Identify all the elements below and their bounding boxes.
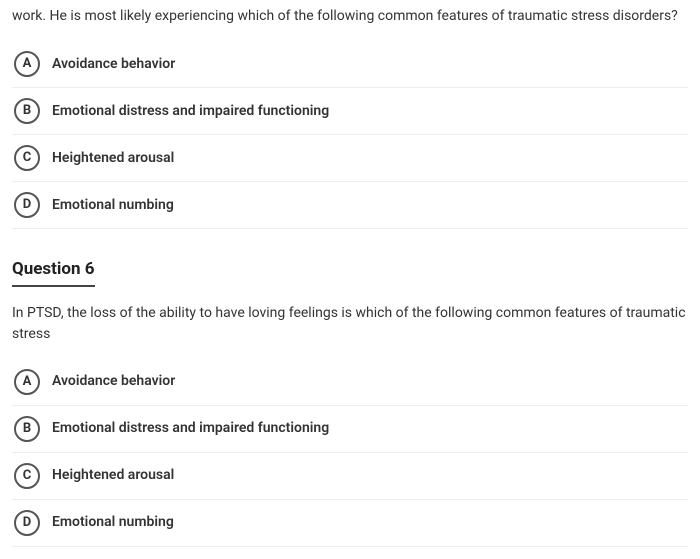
q6-title: Question 6 xyxy=(12,257,95,287)
q5-option-c[interactable]: C Heightened arousal xyxy=(12,135,688,182)
option-text: Emotional numbing xyxy=(52,195,174,216)
option-letter-circle: A xyxy=(14,51,40,77)
option-letter-circle: C xyxy=(14,463,40,489)
quiz-container: work. He is most likely experiencing whi… xyxy=(0,0,700,559)
q6-option-c[interactable]: C Heightened arousal xyxy=(12,453,688,500)
option-text: Heightened arousal xyxy=(52,465,174,486)
q5-option-b[interactable]: B Emotional distress and impaired functi… xyxy=(12,88,688,135)
option-text: Emotional distress and impaired function… xyxy=(52,418,329,439)
q5-option-d[interactable]: D Emotional numbing xyxy=(12,182,688,229)
option-text: Emotional distress and impaired function… xyxy=(52,101,329,122)
option-text: Avoidance behavior xyxy=(52,371,175,392)
q5-option-a[interactable]: A Avoidance behavior xyxy=(12,41,688,88)
option-letter-circle: D xyxy=(14,192,40,218)
option-text: Avoidance behavior xyxy=(52,54,175,75)
option-letter-circle: A xyxy=(14,369,40,395)
q6-option-a[interactable]: A Avoidance behavior xyxy=(12,359,688,406)
q5-stem-fragment: work. He is most likely experiencing whi… xyxy=(12,6,688,27)
q6-title-wrap: Question 6 xyxy=(12,229,688,289)
option-letter-circle: B xyxy=(14,98,40,124)
q6-option-b[interactable]: B Emotional distress and impaired functi… xyxy=(12,406,688,453)
option-letter-circle: C xyxy=(14,145,40,171)
q6-stem: In PTSD, the loss of the ability to have… xyxy=(12,303,688,345)
option-text: Heightened arousal xyxy=(52,148,174,169)
q6-option-d[interactable]: D Emotional numbing xyxy=(12,500,688,547)
option-letter-circle: B xyxy=(14,416,40,442)
